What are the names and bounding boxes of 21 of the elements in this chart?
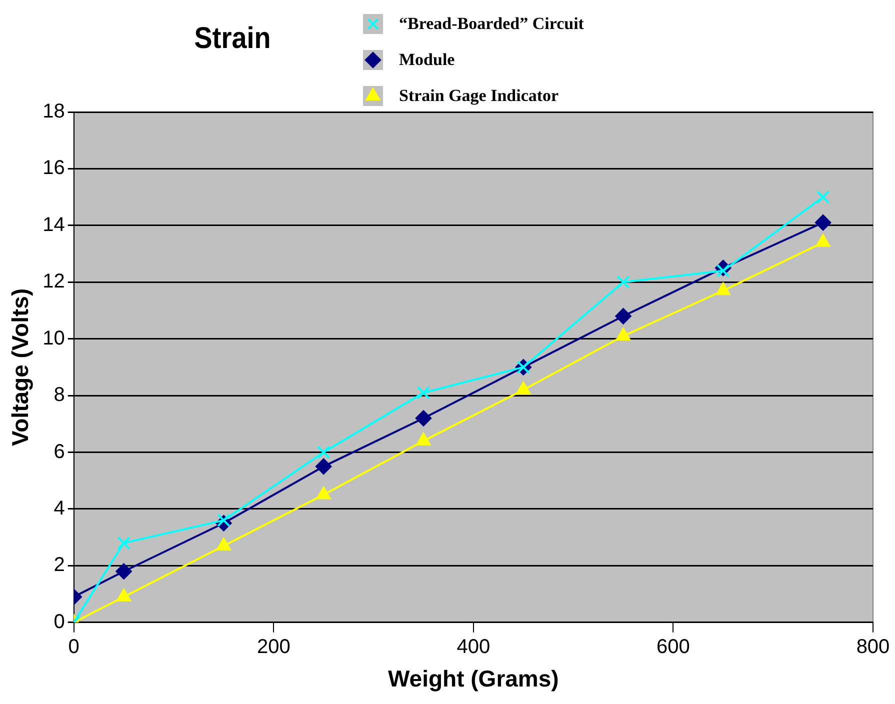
y-tick-label: 6 xyxy=(54,440,65,463)
x-tick-label: 400 xyxy=(456,636,490,658)
x-tick-label: 600 xyxy=(656,636,690,658)
y-tick-label: 10 xyxy=(42,327,65,350)
chart-title: Strain xyxy=(194,22,271,56)
y-tick-label: 0 xyxy=(54,610,65,633)
x-tick-label: 800 xyxy=(856,636,890,658)
y-tick-label: 2 xyxy=(54,554,65,576)
y-tick-label: 16 xyxy=(42,157,65,180)
y-tick-label: 4 xyxy=(54,497,65,520)
x-axis-title: Weight (Grams) xyxy=(388,666,559,692)
y-tick-label: 12 xyxy=(42,270,65,293)
y-axis-title: Voltage (Volts) xyxy=(7,288,34,446)
legend-label: “Bread-Boarded” Circuit xyxy=(399,14,584,34)
legend-label: Module xyxy=(399,50,455,70)
x-tick-label: 200 xyxy=(256,636,290,658)
legend-label: Strain Gage Indicator xyxy=(399,86,559,106)
x-tick-label: 0 xyxy=(68,636,80,658)
y-tick-label: 8 xyxy=(54,384,65,406)
y-tick-label: 14 xyxy=(42,214,65,236)
y-tick-label: 18 xyxy=(42,100,65,123)
